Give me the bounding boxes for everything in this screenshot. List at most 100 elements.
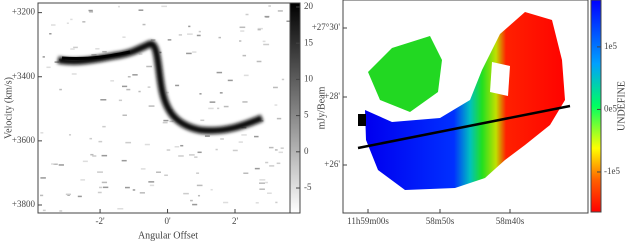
speckle: [245, 13, 249, 16]
speckle: [92, 155, 97, 157]
speckle: [254, 135, 259, 138]
speckle: [259, 182, 265, 184]
speckle: [199, 93, 202, 95]
speckle: [54, 61, 59, 63]
speckle: [208, 107, 214, 110]
pv-emission-core: [61, 50, 131, 61]
speckle: [196, 34, 201, 37]
speckle: [196, 184, 203, 187]
speckle: [68, 134, 72, 136]
speckle: [262, 40, 266, 43]
speckle: [238, 141, 243, 143]
speckle: [277, 10, 283, 12]
speckle: [125, 141, 132, 144]
map-hole: [490, 62, 510, 96]
speckle: [273, 86, 278, 89]
speckle: [278, 151, 283, 154]
speckle: [40, 177, 46, 179]
speckle: [59, 88, 62, 91]
speckle: [280, 147, 284, 149]
y-tick-label: +26': [324, 159, 340, 169]
speckle: [183, 192, 189, 195]
speckle: [149, 184, 155, 187]
speckle: [198, 30, 201, 33]
speckle: [77, 195, 82, 198]
x-tick-label: 0': [164, 216, 171, 226]
speckle: [164, 174, 168, 177]
speckle: [274, 149, 278, 151]
speckle: [241, 134, 247, 136]
speckle: [90, 153, 94, 156]
y-tick-label: +3200: [12, 7, 36, 17]
speckle: [139, 192, 145, 194]
speckle: [242, 54, 247, 57]
speckle: [194, 156, 198, 158]
speckle: [187, 33, 193, 35]
speckle: [121, 159, 127, 162]
speckle: [59, 210, 63, 212]
speckle: [217, 107, 220, 110]
colorbar-tick-label: 0: [304, 146, 309, 156]
speckle: [166, 91, 169, 94]
speckle: [148, 105, 155, 107]
speckle: [99, 186, 102, 189]
speckle: [150, 39, 156, 41]
speckle: [268, 5, 271, 7]
speckle: [188, 25, 191, 28]
colorbar-tick-label: 0e5: [604, 104, 617, 114]
speckle: [97, 171, 103, 173]
speckle: [89, 137, 93, 140]
velocity-patch: [368, 36, 442, 112]
speckle: [257, 27, 263, 30]
x-tick-label: -2': [96, 216, 105, 226]
speckle: [140, 168, 146, 170]
speckle: [223, 201, 229, 204]
speckle: [264, 15, 270, 18]
x-tick-label: 2': [232, 216, 239, 226]
speckle: [239, 26, 246, 29]
speckle: [200, 119, 205, 122]
speckle: [190, 199, 193, 202]
speckle: [255, 202, 259, 204]
speckle: [40, 132, 44, 134]
speckle: [242, 101, 248, 103]
speckle: [178, 34, 183, 36]
speckle: [243, 172, 249, 174]
speckle: [218, 36, 221, 39]
right-frame: [342, 0, 589, 214]
speckle: [82, 160, 88, 163]
speckle: [174, 146, 180, 148]
colorbar-tick-label: 5: [304, 110, 309, 120]
speckle: [138, 90, 141, 93]
speckle: [58, 164, 64, 166]
speckle: [121, 85, 128, 88]
speckle: [98, 140, 103, 143]
velocity-map: [365, 12, 565, 190]
speckle: [147, 86, 151, 88]
colorbar-tick-label: 20: [304, 1, 314, 11]
speckle: [268, 146, 274, 149]
speckle: [186, 52, 192, 55]
speckle: [40, 194, 44, 197]
speckle: [163, 119, 169, 122]
speckle: [42, 209, 46, 212]
speckle: [220, 138, 224, 140]
speckle: [73, 46, 78, 49]
y-tick-label: +3400: [12, 71, 36, 81]
speckle: [117, 208, 124, 210]
speckle: [240, 30, 245, 32]
speckle: [209, 101, 216, 103]
speckle: [52, 163, 58, 166]
speckle: [267, 192, 272, 194]
x-tick-label: 11h59m00s: [347, 216, 389, 226]
colorbar-tick-label: -5: [304, 182, 312, 192]
speckle: [197, 194, 201, 197]
speckle: [42, 56, 45, 58]
speckle: [276, 162, 281, 165]
speckle: [196, 172, 200, 174]
x-tick-label: 58m40s: [496, 216, 525, 226]
speckle: [259, 188, 265, 190]
speckle: [101, 181, 108, 184]
speckle: [100, 99, 107, 101]
y-axis-label: Velocity (km/s): [3, 77, 14, 139]
